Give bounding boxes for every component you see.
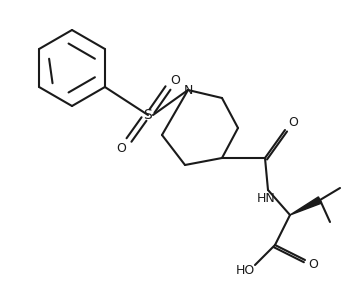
Text: N: N bbox=[183, 84, 193, 96]
Text: HN: HN bbox=[257, 192, 275, 204]
Text: HO: HO bbox=[235, 265, 254, 277]
Text: O: O bbox=[288, 116, 298, 128]
Text: O: O bbox=[116, 142, 126, 154]
Text: O: O bbox=[308, 258, 318, 270]
Text: S: S bbox=[144, 108, 152, 122]
Polygon shape bbox=[290, 197, 322, 215]
Text: O: O bbox=[170, 74, 180, 86]
